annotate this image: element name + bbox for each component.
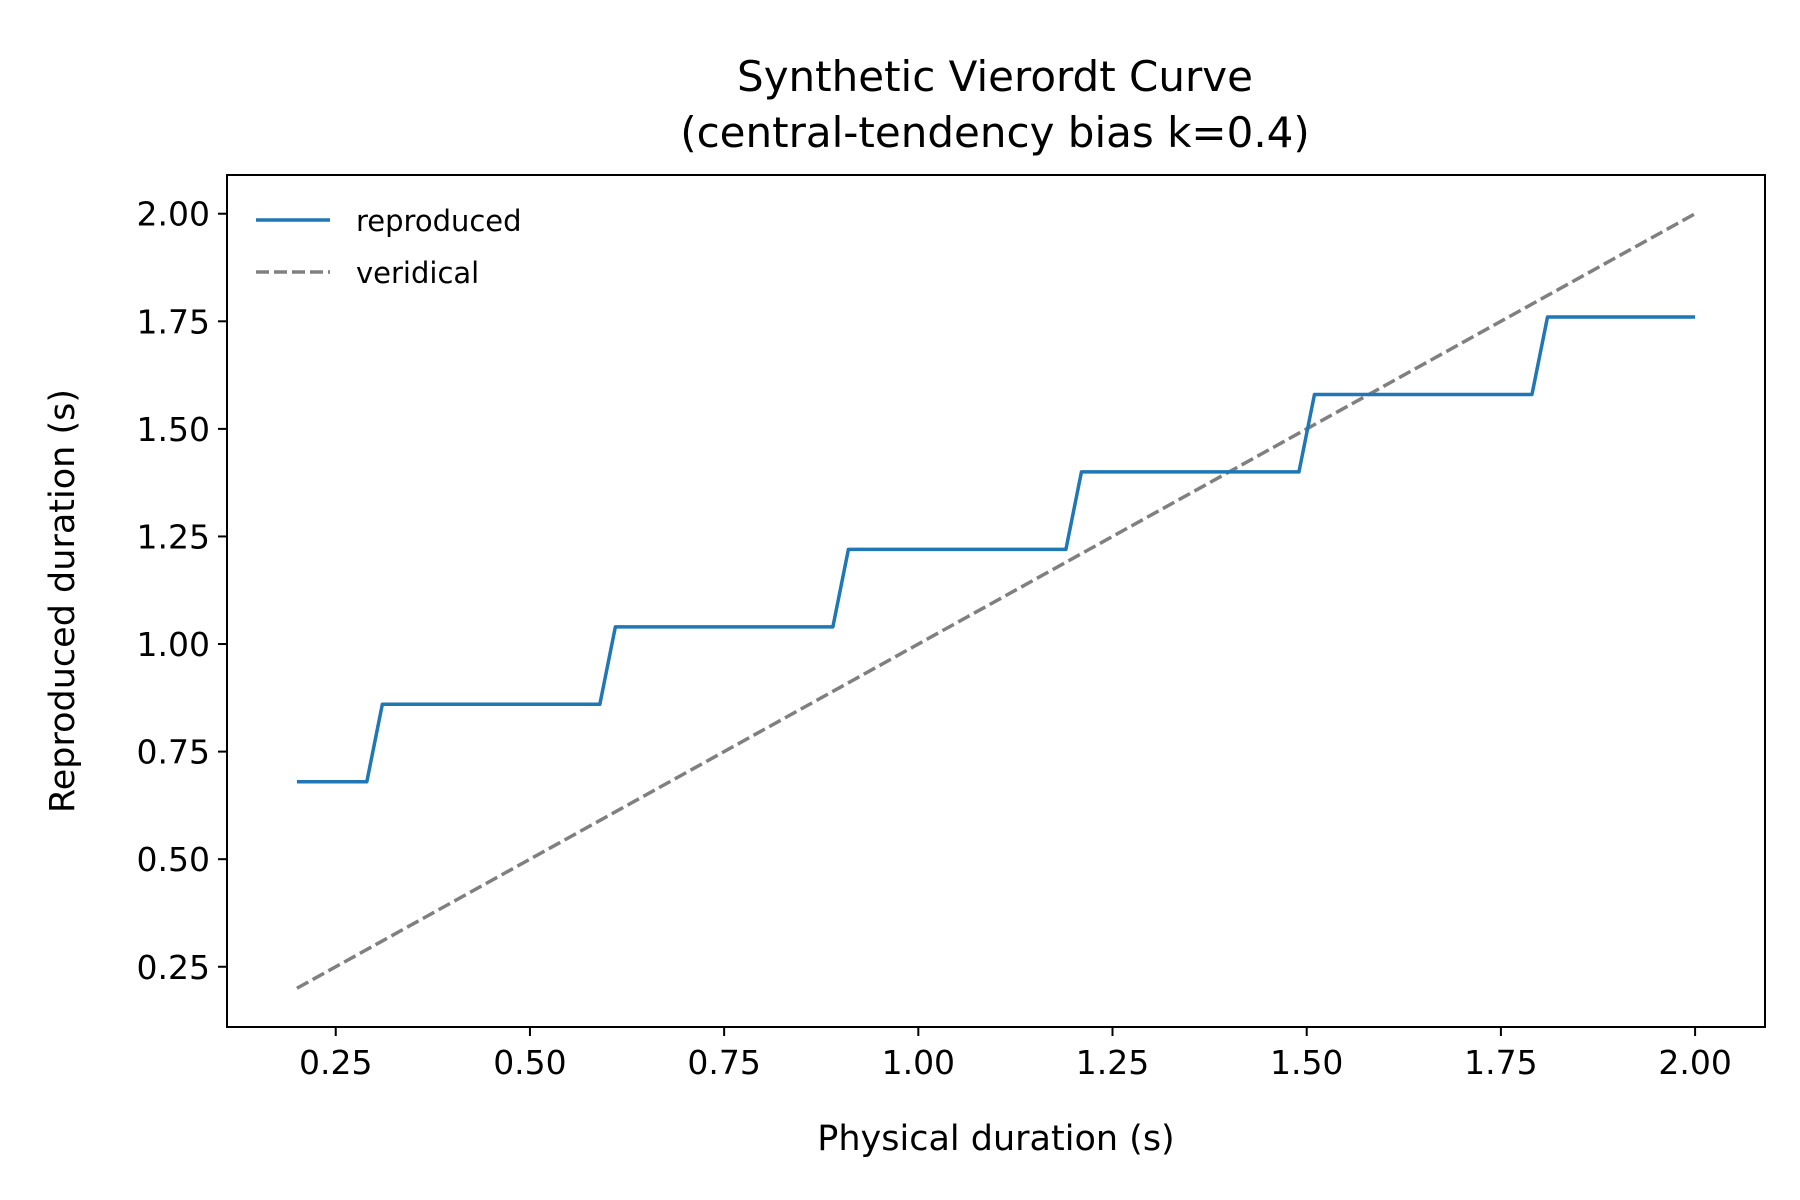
y-tick-label: 2.00 [137, 195, 210, 234]
y-tick-label: 0.50 [137, 840, 210, 879]
y-tick-label: 1.50 [137, 410, 210, 449]
y-axis-ticks: 0.25 0.50 0.75 1.00 1.25 1.50 1.75 2.00 [137, 195, 227, 987]
x-tick-label: 1.00 [882, 1043, 955, 1082]
chart-title: Synthetic Vierordt Curve [737, 52, 1253, 101]
chart-subtitle: (central-tendency bias k=0.4) [680, 108, 1310, 157]
x-tick-label: 0.25 [299, 1043, 372, 1082]
y-tick-label: 1.00 [137, 625, 210, 664]
y-tick-label: 0.75 [137, 733, 210, 772]
legend-label-reproduced: reproduced [356, 204, 522, 238]
y-tick-label: 1.25 [137, 517, 210, 556]
y-tick-label: 1.75 [137, 302, 210, 341]
x-tick-label: 0.50 [493, 1043, 566, 1082]
x-tick-label: 1.75 [1464, 1043, 1537, 1082]
y-axis-label: Reproduced duration (s) [43, 389, 83, 813]
legend: reproduced veridical [256, 204, 522, 290]
x-tick-label: 1.25 [1076, 1043, 1149, 1082]
series-layer [296, 212, 1696, 990]
series-line-reproduced [296, 315, 1696, 784]
x-axis-label: Physical duration (s) [817, 1119, 1174, 1159]
plot-frame [226, 174, 1766, 1028]
legend-label-veridical: veridical [356, 256, 479, 290]
series-line-veridical [296, 212, 1696, 990]
x-tick-label: 0.75 [687, 1043, 760, 1082]
y-tick-label: 0.25 [137, 948, 210, 987]
x-tick-label: 2.00 [1658, 1043, 1731, 1082]
x-tick-label: 1.50 [1270, 1043, 1343, 1082]
x-axis-ticks: 0.25 0.50 0.75 1.00 1.25 1.50 1.75 2.00 [299, 1027, 1732, 1082]
